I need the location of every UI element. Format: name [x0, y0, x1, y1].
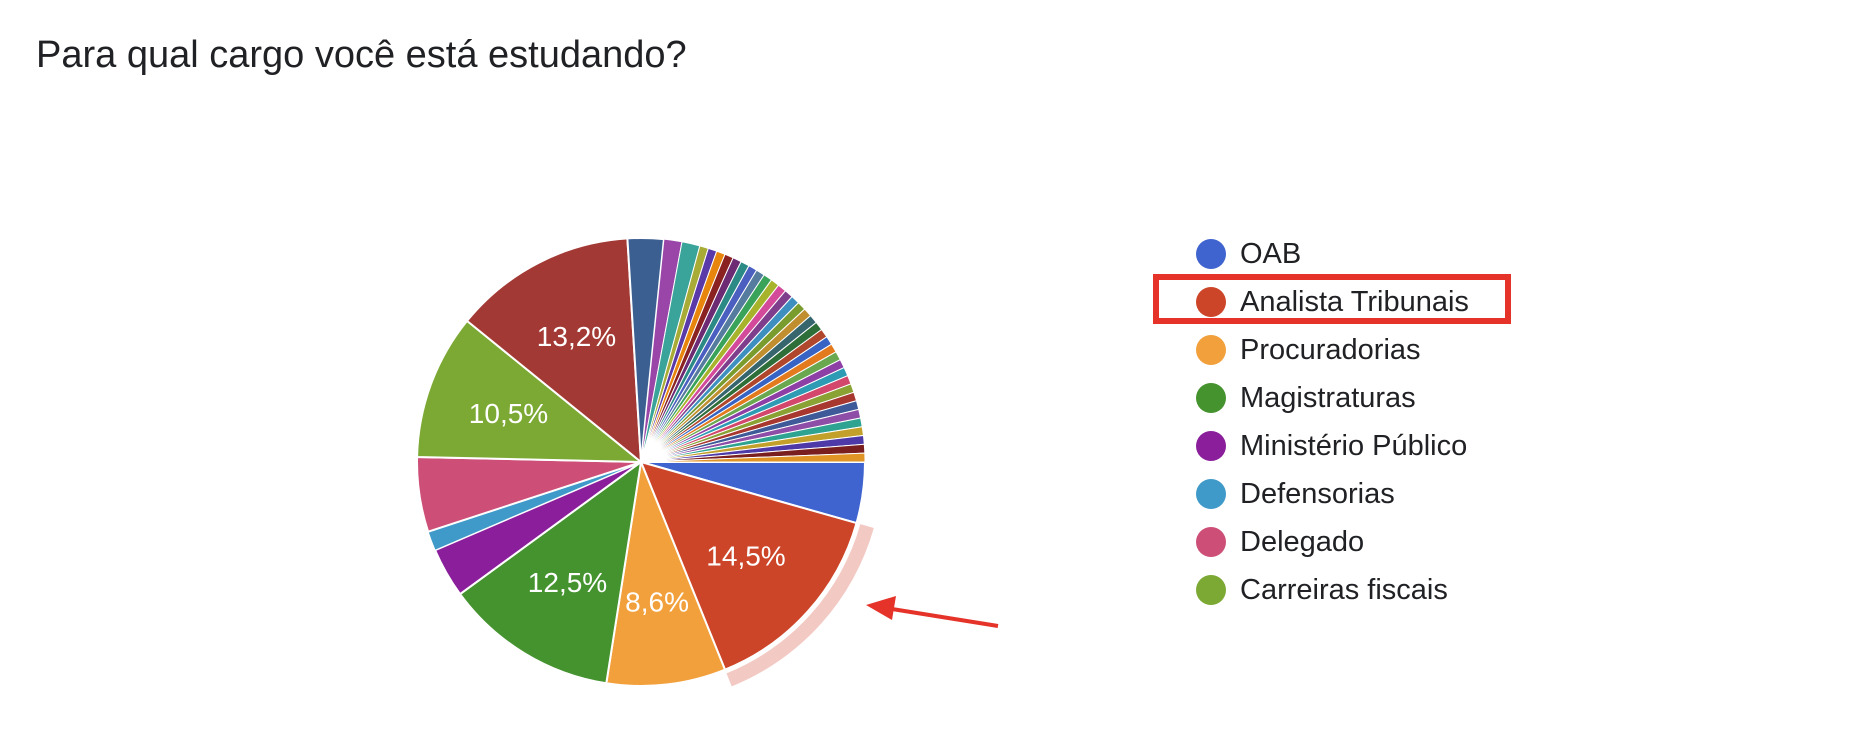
legend-item-analista-tribunais[interactable]: Analista Tribunais — [1196, 278, 1469, 326]
legend-item-procuradorias[interactable]: Procuradorias — [1196, 326, 1469, 374]
pie-data-label-magistraturas: 12,5% — [528, 567, 607, 598]
pie-data-label-8: 13,2% — [537, 321, 616, 352]
legend-swatch-icon — [1196, 383, 1226, 413]
legend-item-magistraturas[interactable]: Magistraturas — [1196, 374, 1469, 422]
legend-swatch-icon — [1196, 575, 1226, 605]
legend-item-oab[interactable]: OAB — [1196, 230, 1469, 278]
legend-label: Magistraturas — [1240, 381, 1416, 414]
legend-label: Ministério Público — [1240, 429, 1468, 462]
pie-slice-8[interactable] — [465, 237, 643, 465]
legend-item-defensorias[interactable]: Defensorias — [1196, 470, 1469, 518]
legend-item-ministerio-publico[interactable]: Ministério Público — [1196, 422, 1469, 470]
legend-item-delegado[interactable]: Delegado — [1196, 518, 1469, 566]
chart-title: Para qual cargo você está estudando? — [36, 34, 687, 76]
legend-label: OAB — [1240, 237, 1302, 270]
legend-item-carreiras-fiscais[interactable]: Carreiras fiscais — [1196, 566, 1469, 614]
pie-slice-44[interactable] — [640, 452, 866, 463]
legend-swatch-icon — [1196, 527, 1226, 557]
legend-label: Analista Tribunais — [1240, 285, 1469, 318]
pie-slice-magistraturas[interactable] — [458, 459, 643, 685]
legend-label: Procuradorias — [1240, 333, 1421, 366]
pie-slices — [416, 237, 867, 687]
pie-data-label-analista-tribunais: 14,5% — [706, 541, 785, 572]
annotations — [726, 524, 999, 687]
pie-data-label-procuradorias: 8,6% — [625, 587, 689, 618]
legend-label: Carreiras fiscais — [1240, 573, 1448, 606]
pie-data-labels: 14,5% 8,6% 12,5% 10,5% 13,2% — [469, 321, 786, 618]
pie-slice-procuradorias[interactable] — [605, 458, 727, 687]
pie-slice-analista-tribunais[interactable] — [639, 460, 858, 671]
annotation-arrow-head-icon — [866, 596, 896, 620]
legend-swatch-icon — [1196, 335, 1226, 365]
legend-swatch-icon — [1196, 479, 1226, 509]
annotation-arrow-line — [891, 607, 999, 628]
legend-highlight-box — [1153, 274, 1511, 324]
legend-label: Delegado — [1240, 525, 1365, 558]
pie-slice-carreiras-fiscais[interactable] — [416, 319, 644, 464]
pie-slice-highlight-ring — [726, 524, 874, 687]
legend-swatch-icon — [1196, 431, 1226, 461]
legend-swatch-icon — [1196, 287, 1226, 317]
legend-swatch-icon — [1196, 239, 1226, 269]
legend-label: Defensorias — [1240, 477, 1395, 510]
pie-data-label-carreiras-fiscais: 10,5% — [469, 398, 548, 429]
legend: OAB Analista Tribunais Procuradorias Mag… — [1196, 230, 1469, 614]
